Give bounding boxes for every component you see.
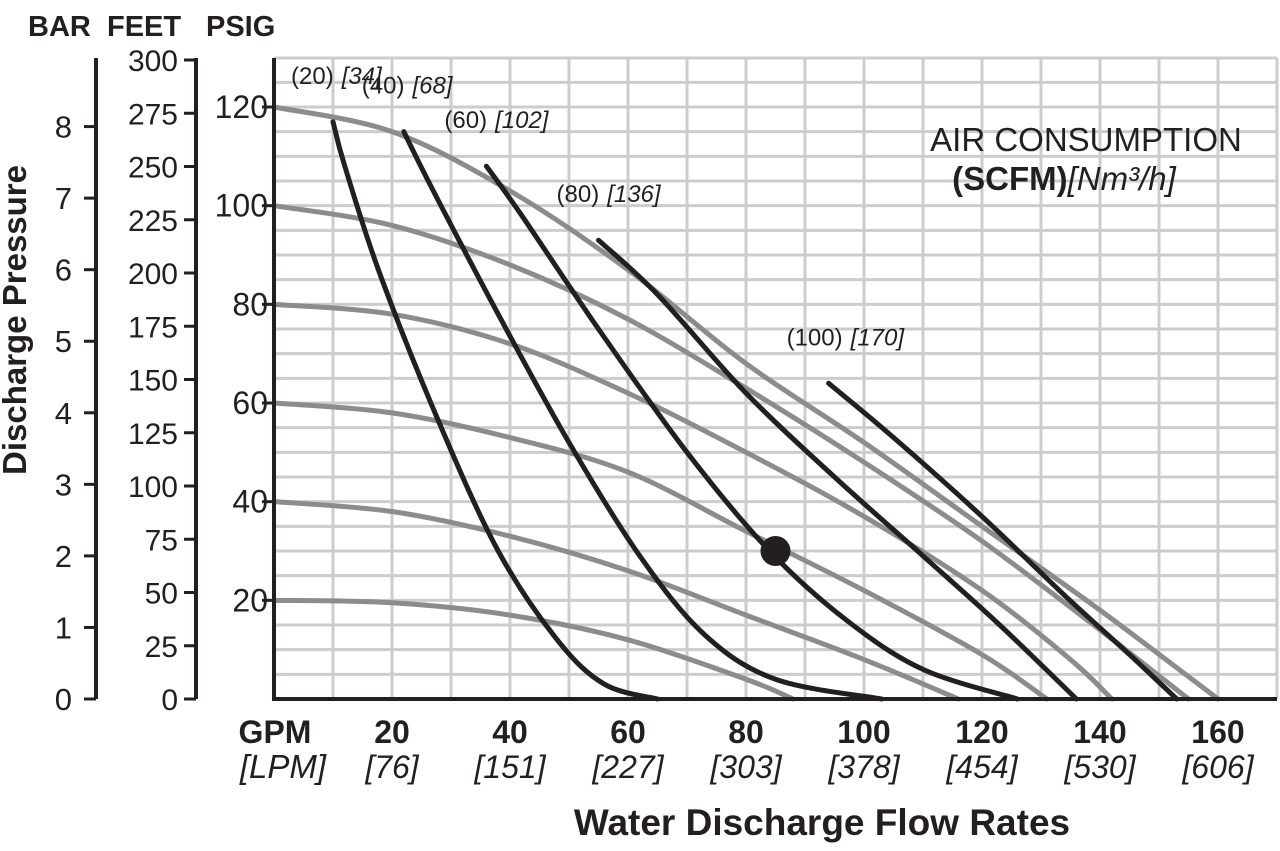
air-consumption-label: (100) [170] [787,324,906,351]
y-axis-title: Discharge Pressure [0,165,33,475]
x-tick-label-gpm: 140 [1073,714,1126,750]
x-tick-label-gpm: 60 [610,714,646,750]
air-consumption-curve [596,237,1079,702]
feet-tick-label: 0 [161,684,178,717]
feet-tick-label: 275 [128,98,178,131]
x-tick-label-lpm: [227] [591,749,664,785]
air-consumption-label: (80) [136] [557,181,662,208]
air-consumption-scfm: (100) [787,324,843,351]
psig-tick-label: 120 [215,89,268,125]
psig-tick-label: 80 [232,286,268,322]
air-pressure-curve-80-psig [271,301,1115,702]
psig-tick-label: 40 [232,484,268,520]
bar-tick-label: 8 [55,110,72,145]
air-consumption-scfm: (60) [444,107,487,134]
x-axis-title: Water Discharge Flow Rates [574,802,1070,843]
feet-tick-label: 50 [145,578,178,611]
x-tick-label-lpm: [303] [709,749,782,785]
x-unit-label-gpm: GPM [239,714,312,750]
air-consumption-label: (40) [68] [362,73,454,100]
air-consumption-label: (60) [102] [444,107,549,134]
air-consumption-nm3h: [34] [341,63,383,90]
x-tick-label-gpm: 120 [955,714,1008,750]
psig-axis-header: PSIG [206,11,275,43]
air-consumption-curve [483,163,1020,702]
x-tick-label-lpm: [76] [364,749,419,785]
chart-grid [272,56,1279,701]
feet-tick-label: 100 [128,471,178,504]
bar-tick-label: 5 [55,324,72,359]
legend-units-scfm: (SCFM) [952,160,1067,197]
x-tick-label-gpm: 80 [728,714,764,750]
feet-tick-label: 150 [128,365,178,398]
air-consumption-scfm: (40) [362,73,405,100]
air-pressure-curve-100-psig [271,203,1191,702]
operating-point-layer [760,536,791,566]
air-consumption-curves: (20) [34](40) [68] (60) [102] (80) [136] (100) [… [291,63,1180,702]
x-tick-label-lpm: [530] [1063,749,1136,785]
feet-tick-label: 25 [145,631,178,664]
air-consumption-curve [826,380,1180,702]
bar-tick-label: 7 [55,181,72,216]
x-tick-label-gpm: 100 [837,714,890,750]
feet-tick-label: 225 [128,205,178,238]
feet-tick-label: 75 [145,524,178,557]
air-consumption-nm3h: [136] [606,181,662,208]
feet-tick-label: 125 [128,418,178,451]
psig-tick-label: 60 [232,385,268,421]
feet-tick-label: 300 [128,45,178,78]
air-consumption-scfm: (20) [291,63,334,90]
bar-axis-header: BAR [28,11,91,43]
bar-tick-label: 0 [55,682,72,717]
bar-tick-label: 2 [55,539,72,574]
x-tick-label-lpm: [151] [473,749,546,785]
air-pressure-curve-120-psig [271,104,1221,702]
operating-point-marker [760,536,791,566]
air-pressure-curves [271,104,1221,702]
air-consumption-nm3h: [68] [411,73,453,100]
x-tick-label-gpm: 40 [492,714,528,750]
feet-tick-label: 200 [128,258,178,291]
air-consumption-curve [401,129,885,702]
x-tick-label-lpm: [606] [1181,749,1254,785]
x-tick-label-gpm: 20 [374,714,410,750]
legend-units: (SCFM)[Nm³/h] [952,160,1176,197]
feet-tick-label: 250 [128,152,178,185]
bar-tick-label: 4 [55,396,72,431]
feet-tick-label: 175 [128,311,178,344]
air-consumption-label: (20) [34] [291,63,383,90]
air-pressure-curve-40-psig [271,499,961,702]
psig-tick-label: 100 [215,188,268,224]
legend-units-nm3h: [Nm³/h] [1067,160,1177,197]
axis-ticks: 2040608010012002550751001251501752002252… [55,45,1255,785]
air-consumption-nm3h: [102] [494,107,550,134]
x-tick-label-gpm: 160 [1191,714,1244,750]
bar-tick-label: 3 [55,467,72,502]
x-tick-label-lpm: [454] [945,749,1018,785]
psig-tick-label: 20 [232,582,268,618]
legend-title: AIR CONSUMPTION [930,121,1242,158]
feet-axis-header: FEET [107,11,181,43]
air-consumption-curve [330,119,660,702]
x-tick-label-lpm: [378] [827,749,900,785]
air-consumption-nm3h: [170] [850,324,906,351]
bar-tick-label: 1 [55,610,72,645]
air-consumption-scfm: (80) [557,181,600,208]
air-pressure-curve-60-psig [271,400,1050,702]
bar-tick-label: 6 [55,253,72,288]
air-pressure-curve-20-psig [271,597,796,702]
x-unit-label-lpm: [LPM] [239,748,327,785]
